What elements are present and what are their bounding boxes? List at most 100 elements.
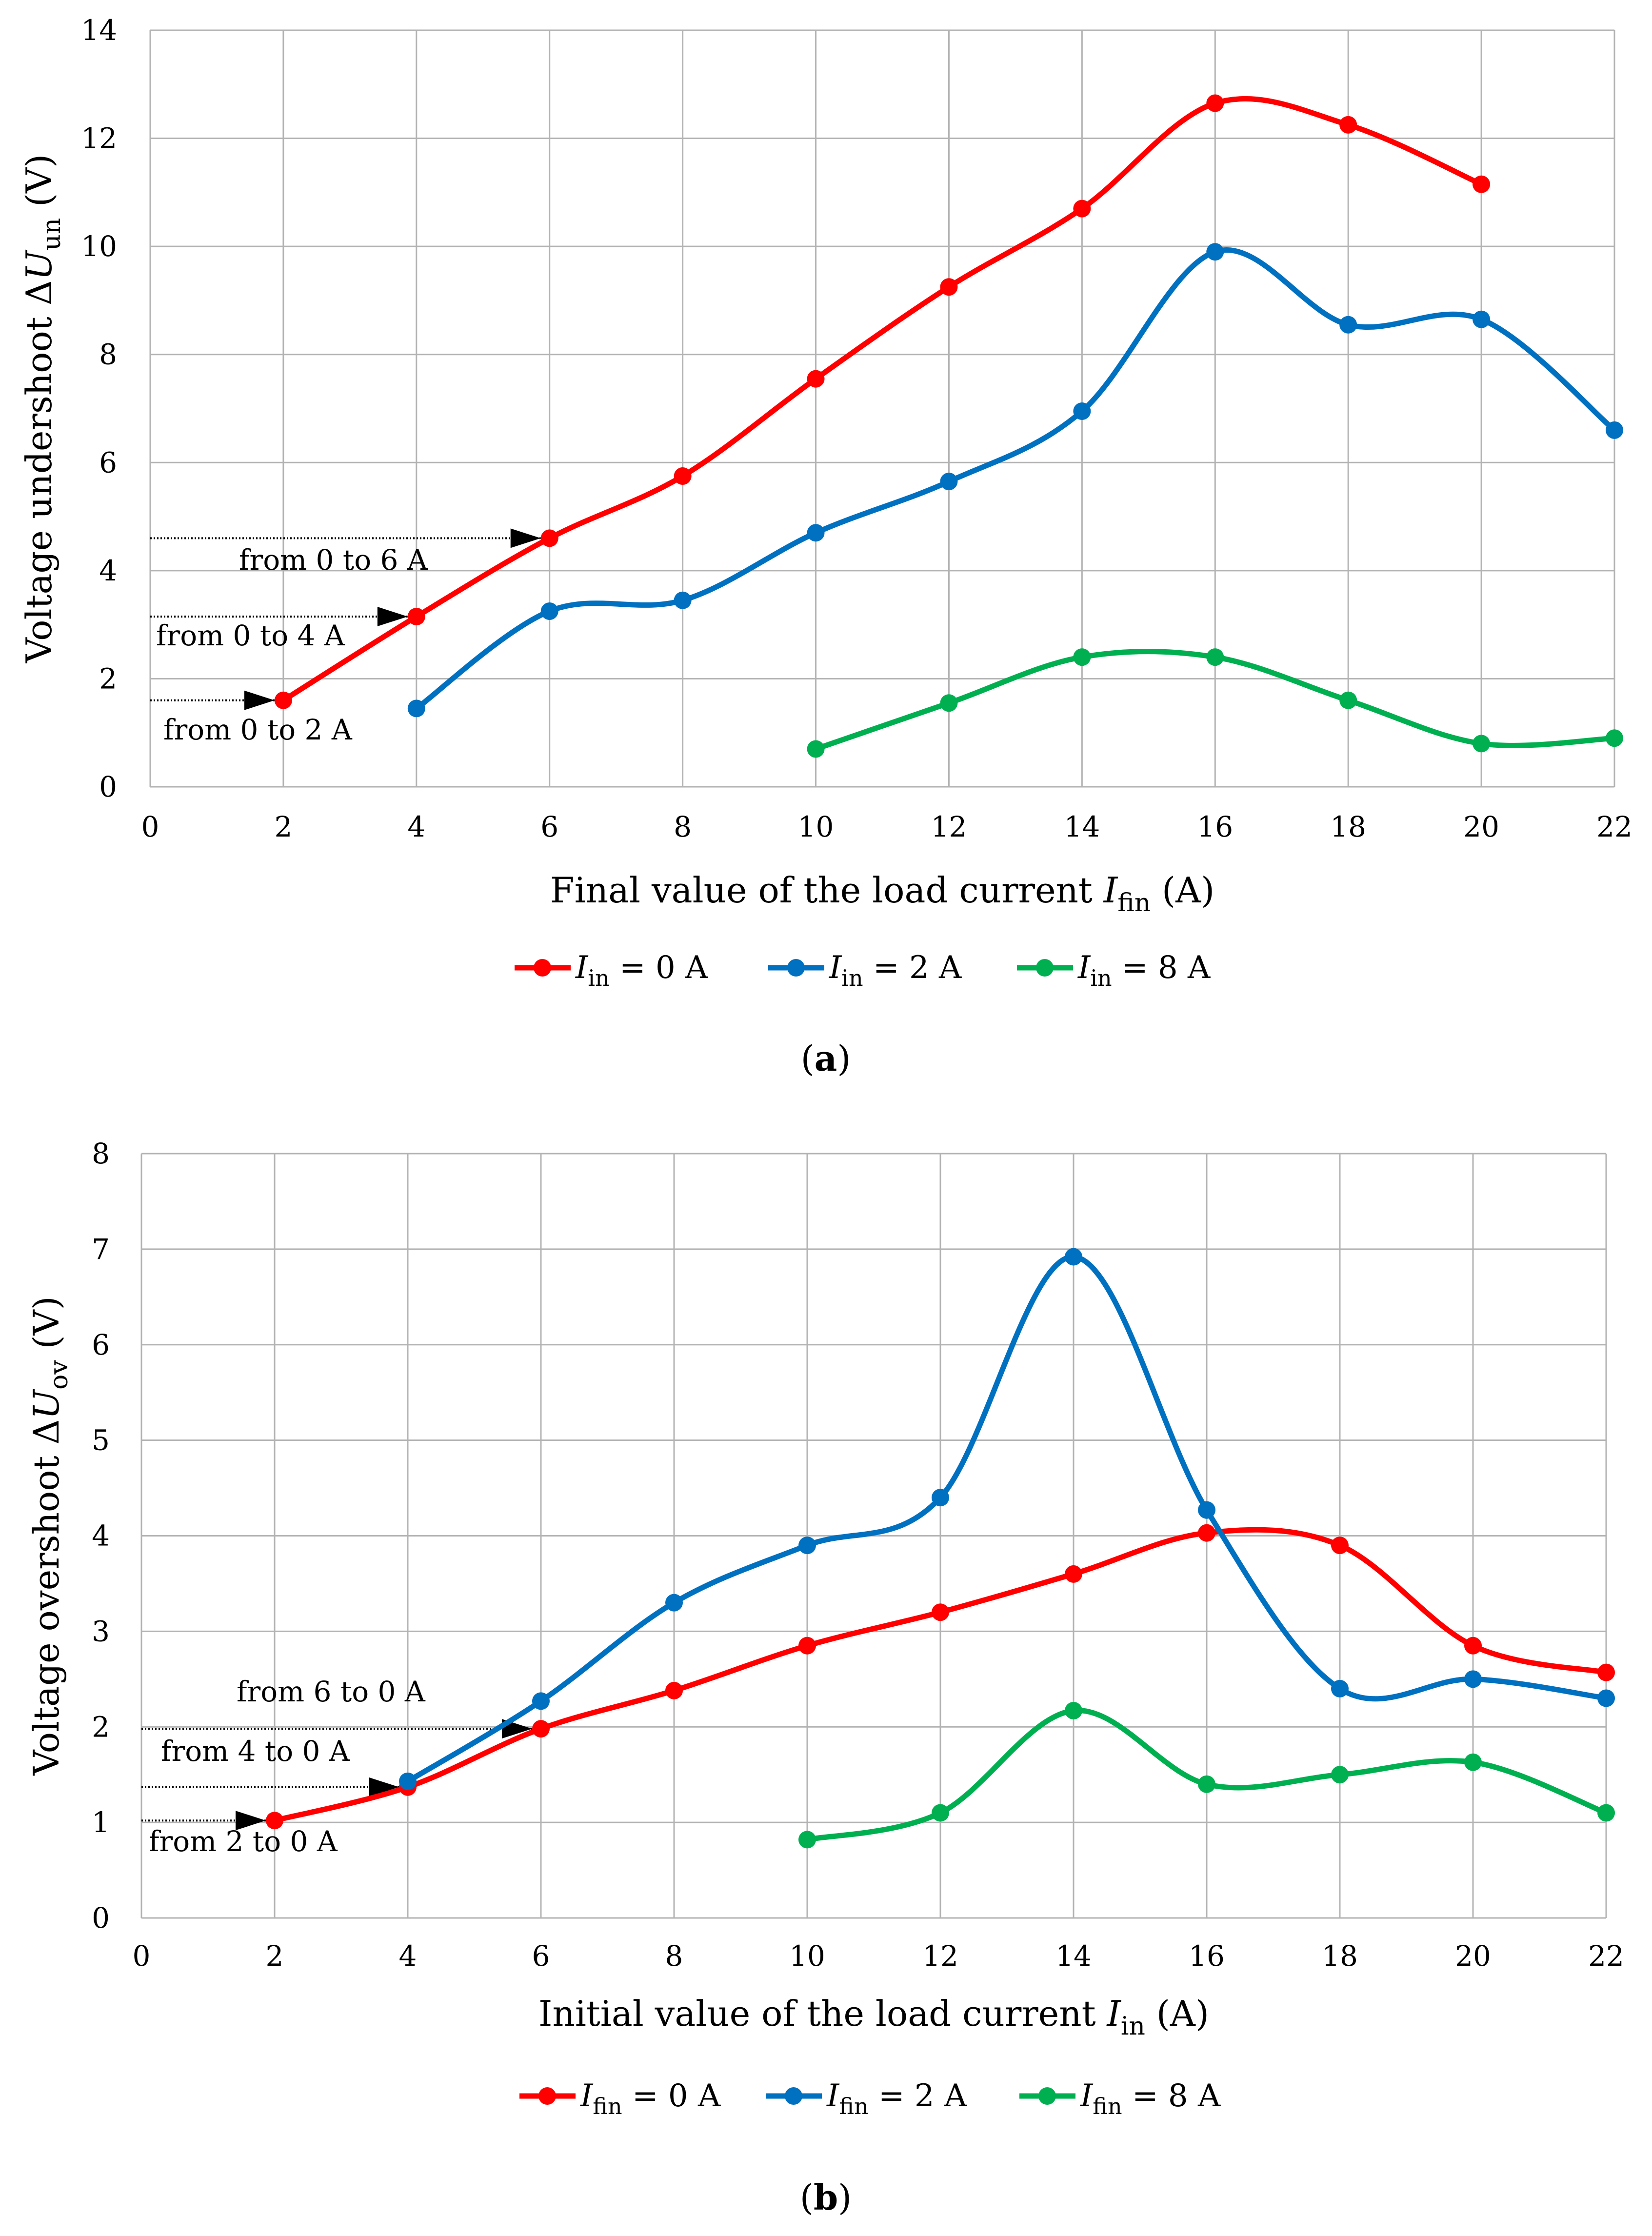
y-tick-label: 4 xyxy=(99,554,117,587)
x-tick-label: 14 xyxy=(1055,1939,1092,1973)
data-point xyxy=(932,1804,949,1822)
x-tick-label: 0 xyxy=(133,1939,151,1973)
y-tick-label: 3 xyxy=(92,1615,110,1648)
data-point xyxy=(540,529,558,547)
annotation: from 4 to 0 A xyxy=(141,1735,399,1797)
series-1 xyxy=(266,1524,1615,1830)
x-tick-label: 2 xyxy=(274,810,292,843)
x-tick-label: 10 xyxy=(789,1939,825,1973)
legend-marker xyxy=(534,959,551,977)
data-point xyxy=(1597,1689,1615,1707)
legend-label: Iin = 8 A xyxy=(1077,950,1211,991)
caption-open-paren: ( xyxy=(800,2177,814,2218)
series-1 xyxy=(274,94,1491,709)
legend-marker xyxy=(787,959,805,977)
x-tick-label: 8 xyxy=(674,810,692,843)
x-tick-label: 12 xyxy=(922,1939,958,1973)
legend-symbol: I xyxy=(575,950,589,986)
data-point xyxy=(807,370,825,388)
y-tick-label: 2 xyxy=(92,1710,110,1743)
annotation-label: from 2 to 0 A xyxy=(149,1825,338,1858)
y-tick-label: 0 xyxy=(99,770,117,803)
legend-item: Iin = 8 A xyxy=(1017,950,1211,991)
x-tick-label: 18 xyxy=(1322,1939,1358,1973)
caption-open-paren: ( xyxy=(801,1038,815,1079)
data-point xyxy=(532,1692,550,1710)
legend: Ifin = 0 A Ifin = 2 A Ifin = 8 A xyxy=(519,2078,1221,2119)
legend-symbol: I xyxy=(1077,950,1091,986)
x-tick-label: 6 xyxy=(532,1939,550,1973)
legend-label: Iin = 0 A xyxy=(575,950,708,991)
x-axis-title: Final value of the load current Ifin (A) xyxy=(550,870,1214,918)
label-unit: (A) xyxy=(1151,870,1214,911)
label-subscript: fin xyxy=(1117,888,1151,918)
data-point xyxy=(1597,1663,1615,1681)
data-point xyxy=(932,1603,949,1621)
legend-value: = 0 A xyxy=(622,2078,721,2114)
data-point xyxy=(674,467,692,485)
caption-letter: b xyxy=(814,2176,838,2218)
data-point xyxy=(665,1594,683,1612)
legend-marker xyxy=(1038,2087,1056,2105)
label-symbol: I xyxy=(1106,1993,1121,2034)
legend-subscript: in xyxy=(1090,965,1112,991)
data-point xyxy=(1331,1766,1349,1784)
legend-symbol: I xyxy=(580,2078,594,2114)
y-axis-title: Voltage overshoot ΔUov (V) xyxy=(26,1296,74,1776)
data-point xyxy=(266,1812,283,1830)
x-tick-label: 2 xyxy=(266,1939,284,1973)
series-line xyxy=(414,247,1617,711)
y-tick-label: 8 xyxy=(99,338,117,371)
x-tick-label: 0 xyxy=(141,810,159,843)
x-axis-title: Initial value of the load current Iin (A… xyxy=(538,1993,1209,2041)
data-point xyxy=(1073,200,1091,218)
x-tick-label: 6 xyxy=(540,810,558,843)
data-point xyxy=(1206,243,1224,261)
data-point xyxy=(940,694,958,712)
legend-symbol: I xyxy=(1080,2078,1094,2114)
legend-item: Iin = 2 A xyxy=(768,950,962,991)
label-text: Initial value of the load current xyxy=(538,1993,1107,2034)
data-point xyxy=(1065,1701,1082,1719)
data-point xyxy=(1065,1248,1082,1266)
data-point xyxy=(1198,1501,1215,1519)
annotation: from 0 to 6 A xyxy=(150,528,541,577)
annotation-arrowhead xyxy=(236,1811,266,1831)
legend-subscript: fin xyxy=(1093,2093,1122,2119)
data-point xyxy=(1073,402,1091,420)
legend-label: Ifin = 8 A xyxy=(1080,2078,1221,2119)
legend-subscript: in xyxy=(841,965,863,991)
y-tick-label: 0 xyxy=(92,1901,110,1935)
data-point xyxy=(1065,1565,1082,1583)
legend-label: Ifin = 2 A xyxy=(826,2078,967,2119)
legend-subscript: in xyxy=(588,965,609,991)
x-tick-label: 10 xyxy=(798,810,834,843)
data-point xyxy=(665,1681,683,1699)
label-symbol: U xyxy=(26,1389,67,1419)
data-point xyxy=(1206,94,1224,112)
data-point xyxy=(399,1772,417,1790)
legend-symbol: I xyxy=(829,950,842,986)
data-point xyxy=(1339,316,1357,334)
legend-item: Ifin = 8 A xyxy=(1019,2078,1221,2119)
annotation-arrowhead xyxy=(377,607,408,627)
label-text: Final value of the load current xyxy=(550,870,1104,911)
data-point xyxy=(407,608,425,626)
legend-value: = 0 A xyxy=(610,950,708,986)
data-point xyxy=(1339,116,1357,134)
annotation-label: from 0 to 6 A xyxy=(239,543,428,577)
label-text: Voltage overshoot Δ xyxy=(26,1419,67,1776)
y-tick-label: 4 xyxy=(92,1519,110,1553)
annotation: from 2 to 0 A xyxy=(141,1811,338,1858)
data-point xyxy=(1473,175,1491,193)
label-unit: (A) xyxy=(1145,1993,1209,2034)
data-point xyxy=(1473,735,1491,753)
y-axis-title: Voltage undershoot ΔUun (V) xyxy=(19,154,66,663)
legend-marker xyxy=(1036,959,1054,977)
gridlines xyxy=(140,1153,1607,1919)
legend-marker xyxy=(785,2087,802,2105)
series-3 xyxy=(807,648,1623,758)
series-line xyxy=(280,96,1484,703)
legend-value: = 2 A xyxy=(869,2078,967,2114)
y-tick-label: 8 xyxy=(92,1137,110,1170)
